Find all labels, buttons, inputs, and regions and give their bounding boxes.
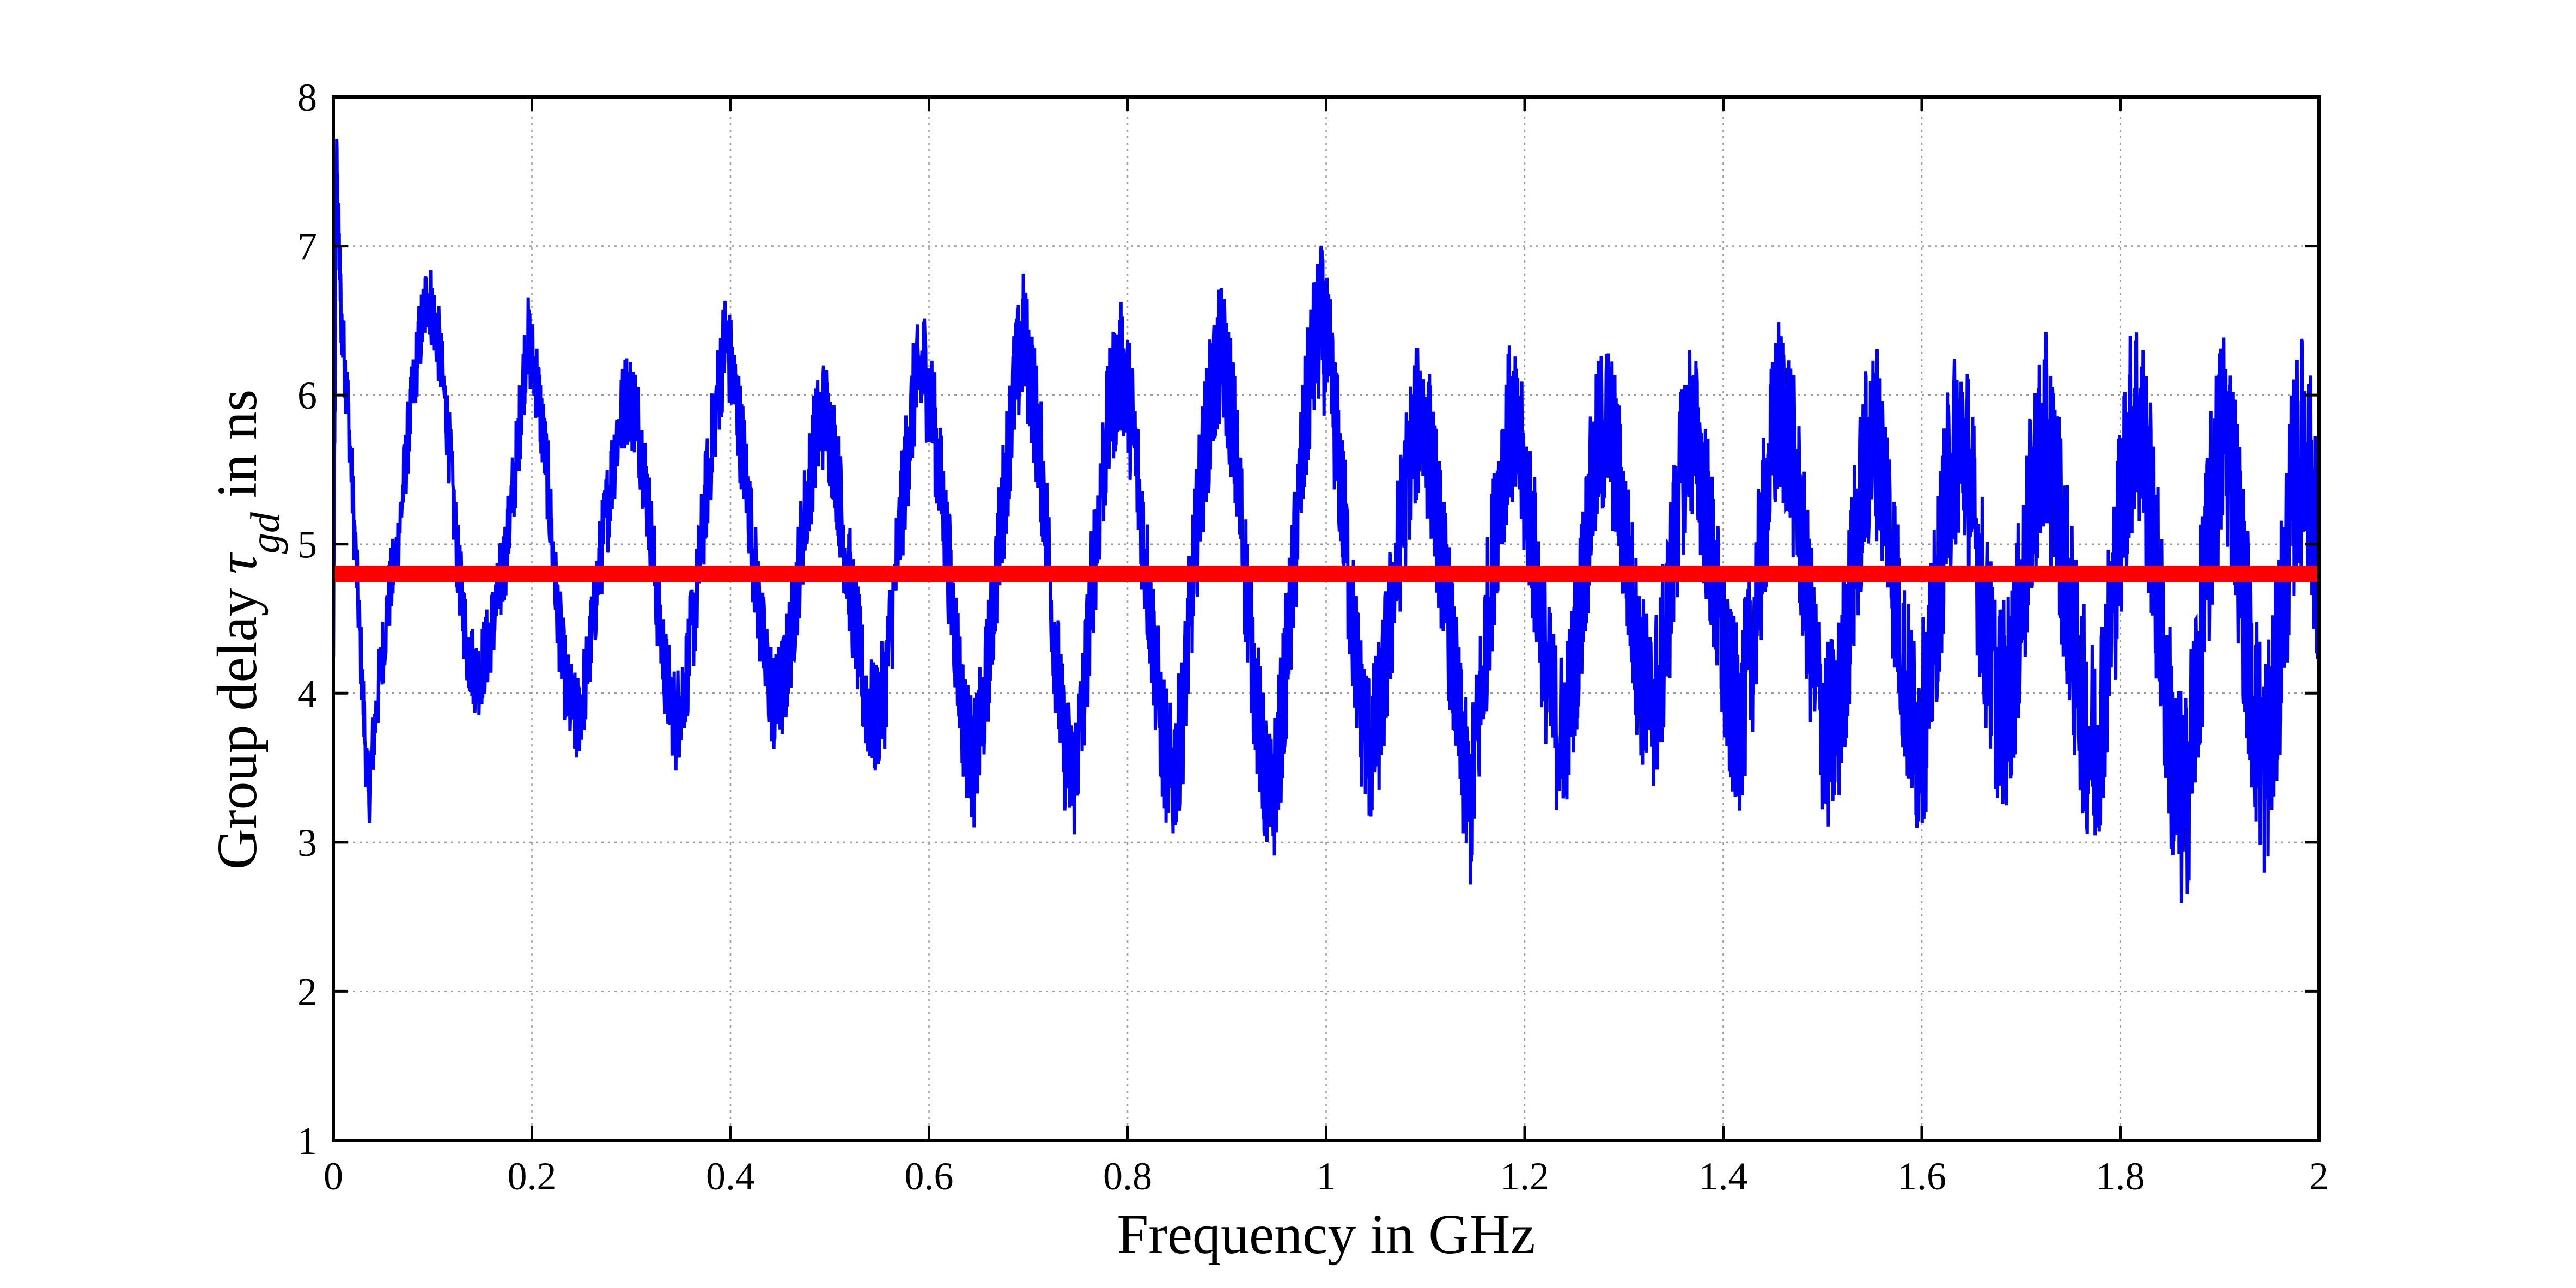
y-tick-label: 2 [297,970,317,1013]
y-axis-title-symbol: τ [206,551,269,574]
y-tick-label: 5 [297,523,317,567]
x-tick-label: 0.2 [508,1155,557,1198]
x-tick-label: 1 [1317,1155,1336,1198]
y-axis-title-prefix: Group delay [206,574,269,870]
x-tick-label: 0.4 [706,1155,755,1198]
y-axis-title-suffix: in ns [206,390,269,512]
y-tick-label: 7 [297,225,317,269]
x-tick-label: 2 [2309,1155,2329,1198]
y-axis-title-subscript: gd [242,512,288,554]
x-tick-label: 0 [324,1155,343,1198]
y-tick-label: 6 [297,374,317,417]
y-tick-label: 3 [297,821,317,865]
x-tick-label: 1.4 [1699,1155,1748,1198]
x-tick-label: 1.2 [1500,1155,1549,1198]
tick-labels: 0 0.2 0.4 0.6 0.8 1 1.2 1.4 1.6 1.8 2 1 2 3 4 5 6 7 8 [297,76,2329,1198]
axis-ticks [332,95,2321,1142]
x-tick-label: 0.6 [905,1155,954,1198]
x-tick-label: 0.8 [1103,1155,1152,1198]
data-series [332,138,2321,903]
y-tick-label: 4 [297,672,317,715]
y-tick-label: 1 [297,1119,317,1163]
x-tick-label: 1.8 [2096,1155,2145,1198]
x-axis-title: Frequency in GHz [1117,1203,1535,1266]
group-delay-series-line [332,138,2321,903]
y-tick-label: 8 [297,76,317,119]
x-tick-label: 1.6 [1897,1155,1946,1198]
y-axis-title: Group delay τgd in ns [206,390,288,870]
